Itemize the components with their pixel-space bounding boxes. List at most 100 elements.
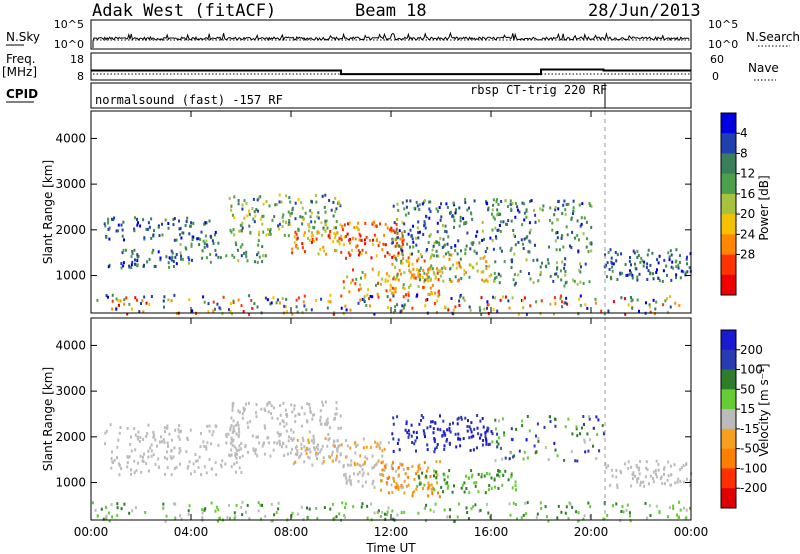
heatmap-cell xyxy=(563,266,566,270)
heatmap-cell xyxy=(121,228,124,232)
heatmap-cell xyxy=(454,275,457,279)
heatmap-cell xyxy=(501,295,504,299)
heatmap-cell xyxy=(589,514,592,518)
heatmap-cell xyxy=(401,231,404,235)
heatmap-cell xyxy=(635,463,638,467)
heatmap-cell xyxy=(326,444,329,448)
heatmap-cell xyxy=(313,413,316,417)
heatmap-cell xyxy=(295,445,298,449)
heatmap-cell xyxy=(592,426,595,430)
heatmap-cell xyxy=(430,487,433,491)
heatmap-cell xyxy=(417,285,420,289)
heatmap-cell xyxy=(290,211,293,215)
heatmap-cell xyxy=(454,305,457,309)
heatmap-cell xyxy=(453,219,456,223)
heatmap-cell xyxy=(587,501,590,505)
colorbar-swatch xyxy=(721,409,736,430)
heatmap-cell xyxy=(437,278,440,282)
heatmap-cell xyxy=(243,409,246,413)
heatmap-cell xyxy=(480,312,483,316)
heatmap-cell xyxy=(425,298,428,302)
heatmap-cell xyxy=(241,226,244,230)
heatmap-cell xyxy=(432,510,435,514)
heatmap-cell xyxy=(317,447,319,451)
heatmap-cell xyxy=(337,426,340,430)
heatmap-cell xyxy=(453,484,455,488)
heatmap-cell xyxy=(283,454,286,457)
heatmap-cell xyxy=(111,293,114,297)
heatmap-cell xyxy=(309,215,312,219)
xtick-label: 12:00 xyxy=(374,525,409,539)
heatmap-cell xyxy=(554,448,557,452)
heatmap-cell xyxy=(335,207,338,211)
heatmap-cell xyxy=(230,448,233,452)
heatmap-cell xyxy=(556,266,559,270)
heatmap-cell xyxy=(570,216,573,220)
heatmap-cell xyxy=(395,482,398,485)
heatmap-cell xyxy=(413,206,416,210)
colorbar-tick-label: 4 xyxy=(740,126,748,140)
heatmap-cell xyxy=(355,445,357,448)
heatmap-cell xyxy=(139,436,142,439)
heatmap-cell xyxy=(359,287,362,291)
heatmap-cell xyxy=(402,283,405,287)
heatmap-cell xyxy=(589,204,592,207)
heatmap-cell xyxy=(287,234,290,238)
heatmap-cell xyxy=(336,450,339,454)
heatmap-cell xyxy=(672,504,675,508)
ytick-label: 4000 xyxy=(55,131,86,145)
heatmap-cell xyxy=(459,219,462,223)
heatmap-cell xyxy=(685,477,688,481)
heatmap-cell xyxy=(251,307,254,310)
heatmap-cell xyxy=(172,260,175,263)
heatmap-cell xyxy=(669,295,671,299)
heatmap-cell xyxy=(498,281,501,285)
heatmap-cell xyxy=(241,454,244,458)
heatmap-cell xyxy=(429,277,432,281)
heatmap-cell xyxy=(255,411,257,415)
heatmap-cell xyxy=(348,241,351,245)
heatmap-cell xyxy=(502,473,505,477)
heatmap-cell xyxy=(393,221,396,225)
heatmap-cell xyxy=(639,260,642,264)
heatmap-cell xyxy=(214,230,217,234)
heatmap-cell xyxy=(358,232,361,236)
heatmap-cell xyxy=(412,267,415,271)
velocity-frame xyxy=(90,317,692,521)
heatmap-cell xyxy=(405,420,408,424)
heatmap-cell xyxy=(307,438,310,442)
heatmap-cell xyxy=(195,459,198,463)
heatmap-cell xyxy=(177,435,180,438)
heatmap-cell xyxy=(416,436,418,440)
heatmap-cell xyxy=(205,221,208,225)
heatmap-cell xyxy=(269,229,271,233)
heatmap-cell xyxy=(453,520,456,523)
heatmap-cell xyxy=(418,207,421,211)
heatmap-cell xyxy=(655,504,658,508)
heatmap-cell xyxy=(416,470,419,474)
heatmap-cell xyxy=(296,449,299,452)
heatmap-cell xyxy=(210,442,213,446)
heatmap-cell xyxy=(381,277,384,281)
nsky-trace-line xyxy=(92,31,690,48)
heatmap-cell xyxy=(682,480,685,484)
heatmap-cell xyxy=(267,233,270,236)
heatmap-cell xyxy=(491,228,494,232)
heatmap-cell xyxy=(635,267,638,271)
heatmap-cell xyxy=(579,280,582,284)
heatmap-cell xyxy=(172,218,175,221)
heatmap-cell xyxy=(484,435,487,439)
heatmap-cell xyxy=(663,472,665,476)
heatmap-cell xyxy=(136,435,139,439)
heatmap-cell xyxy=(390,464,393,467)
heatmap-cell xyxy=(375,254,378,258)
heatmap-cell xyxy=(264,426,267,430)
heatmap-cell xyxy=(275,203,278,206)
heatmap-cell xyxy=(130,265,133,269)
heatmap-cell xyxy=(236,449,239,453)
heatmap-cell xyxy=(540,299,543,303)
heatmap-cell xyxy=(278,222,281,226)
heatmap-cell xyxy=(167,222,170,225)
heatmap-cell xyxy=(313,448,316,452)
heatmap-cell xyxy=(571,505,574,509)
